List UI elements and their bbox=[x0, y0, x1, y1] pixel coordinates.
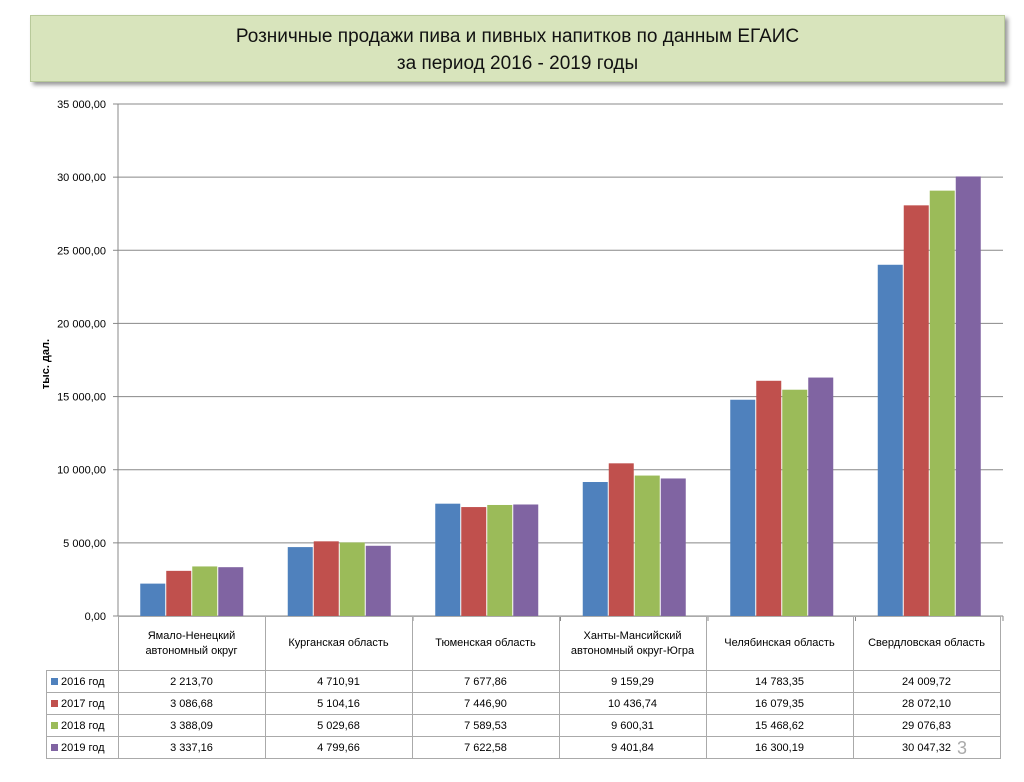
y-tick-label: 35 000,00 bbox=[57, 99, 106, 111]
y-tick-label: 20 000,00 bbox=[57, 318, 106, 330]
data-label: 4 710,91 bbox=[264, 670, 413, 693]
bar-2018-год-4 bbox=[782, 389, 808, 616]
table-corner bbox=[46, 616, 119, 671]
legend-swatch-icon bbox=[51, 721, 58, 729]
y-tick-label: 25 000,00 bbox=[57, 245, 106, 257]
data-label: 15 468,62 bbox=[705, 714, 854, 737]
bar-2019-год-4 bbox=[808, 377, 834, 616]
chart-title: Розничные продажи пива и пивных напитков… bbox=[30, 15, 1005, 82]
data-label: 14 783,35 bbox=[705, 670, 854, 693]
bar-2017-год-5 bbox=[903, 205, 929, 616]
legend-entry: 2017 год bbox=[46, 692, 119, 715]
category-header: Свердловская область bbox=[852, 616, 1001, 671]
page-number: 3 bbox=[957, 738, 968, 758]
data-label: 9 159,29 bbox=[558, 670, 707, 693]
series-name: 2016 год bbox=[61, 675, 105, 688]
data-label: 30 047,32 bbox=[852, 736, 1001, 759]
y-tick-label: 30 000,00 bbox=[57, 172, 106, 184]
bar-2017-год-1 bbox=[313, 541, 339, 616]
bar-2019-год-3 bbox=[660, 478, 686, 616]
data-label: 16 300,19 bbox=[705, 736, 854, 759]
bar-2019-год-0 bbox=[218, 567, 244, 616]
y-tick-label: 15 000,00 bbox=[57, 392, 106, 404]
title-line-2: за период 2016 - 2019 годы bbox=[396, 53, 639, 74]
data-label: 16 079,35 bbox=[705, 692, 854, 715]
data-label: 29 076,83 bbox=[852, 714, 1001, 737]
legend-entry: 2018 год bbox=[46, 714, 119, 737]
category-header: Курганская область bbox=[264, 616, 413, 671]
bar-2018-год-0 bbox=[192, 566, 218, 616]
data-table: Ямало-Ненецкий автономный округ Курганска… bbox=[46, 616, 1001, 759]
bar-2019-год-2 bbox=[513, 504, 539, 616]
legend-swatch-icon bbox=[51, 677, 58, 685]
bar-2016-год-5 bbox=[877, 264, 903, 616]
data-label: 10 436,74 bbox=[558, 692, 707, 715]
bar-2016-год-2 bbox=[435, 503, 461, 616]
table-row: 2017 год 3 086,68 5 104,16 7 446,90 10 436,7… bbox=[46, 692, 1001, 715]
category-header: Тюменская область bbox=[411, 616, 560, 671]
legend-swatch-icon bbox=[51, 743, 58, 751]
data-label: 3 388,09 bbox=[117, 714, 266, 737]
bar-2016-год-0 bbox=[140, 583, 166, 616]
legend-entry: 2019 год bbox=[46, 736, 119, 759]
data-label: 9 401,84 bbox=[558, 736, 707, 759]
bar-2018-год-2 bbox=[487, 504, 513, 616]
data-label: 7 589,53 bbox=[411, 714, 560, 737]
bar-2018-год-5 bbox=[929, 190, 955, 616]
data-label: 5 104,16 bbox=[264, 692, 413, 715]
bar-2018-год-1 bbox=[339, 542, 365, 616]
title-line-1: Розничные продажи пива и пивных напитков… bbox=[235, 26, 800, 47]
bar-2017-год-0 bbox=[166, 570, 192, 616]
bar-2017-год-4 bbox=[756, 380, 782, 616]
data-label: 7 677,86 bbox=[411, 670, 560, 693]
bar-2019-год-1 bbox=[365, 545, 391, 616]
bar-2017-год-2 bbox=[461, 507, 487, 616]
series-name: 2017 год bbox=[61, 697, 105, 710]
data-label: 28 072,10 bbox=[852, 692, 1001, 715]
series-name: 2019 год bbox=[61, 741, 105, 754]
data-label: 9 600,31 bbox=[558, 714, 707, 737]
category-header: Ханты-Мансийский автономный округ-Югра bbox=[558, 616, 707, 671]
data-label: 4 799,66 bbox=[264, 736, 413, 759]
legend-entry: 2016 год bbox=[46, 670, 119, 693]
table-row: 2019 год 3 337,16 4 799,66 7 622,58 9 401,84… bbox=[46, 736, 1001, 759]
table-row: 2018 год 3 388,09 5 029,68 7 589,53 9 600,31… bbox=[46, 714, 1001, 737]
data-label: 7 622,58 bbox=[411, 736, 560, 759]
legend-swatch-icon bbox=[51, 699, 58, 707]
data-label: 3 337,16 bbox=[117, 736, 266, 759]
table-row: 2016 год 2 213,70 4 710,91 7 677,86 9 159,29… bbox=[46, 670, 1001, 693]
bar-2017-год-3 bbox=[608, 463, 634, 616]
y-axis-label: тыс. дал. bbox=[40, 338, 52, 390]
bar-2019-год-5 bbox=[955, 176, 981, 617]
data-label: 3 086,68 bbox=[117, 692, 266, 715]
data-label: 2 213,70 bbox=[117, 670, 266, 693]
series-name: 2018 год bbox=[61, 719, 105, 732]
category-header: Челябинская область bbox=[705, 616, 854, 671]
data-label: 5 029,68 bbox=[264, 714, 413, 737]
bar-2016-год-4 bbox=[730, 399, 756, 616]
bar-2016-год-3 bbox=[582, 482, 608, 616]
bar-2018-год-3 bbox=[634, 475, 660, 616]
bar-2016-год-1 bbox=[287, 547, 313, 616]
y-tick-label: 5 000,00 bbox=[63, 538, 106, 550]
data-label: 24 009,72 bbox=[852, 670, 1001, 693]
y-tick-label: 10 000,00 bbox=[57, 465, 106, 477]
data-label: 7 446,90 bbox=[411, 692, 560, 715]
category-header: Ямало-Ненецкий автономный округ bbox=[117, 616, 266, 671]
